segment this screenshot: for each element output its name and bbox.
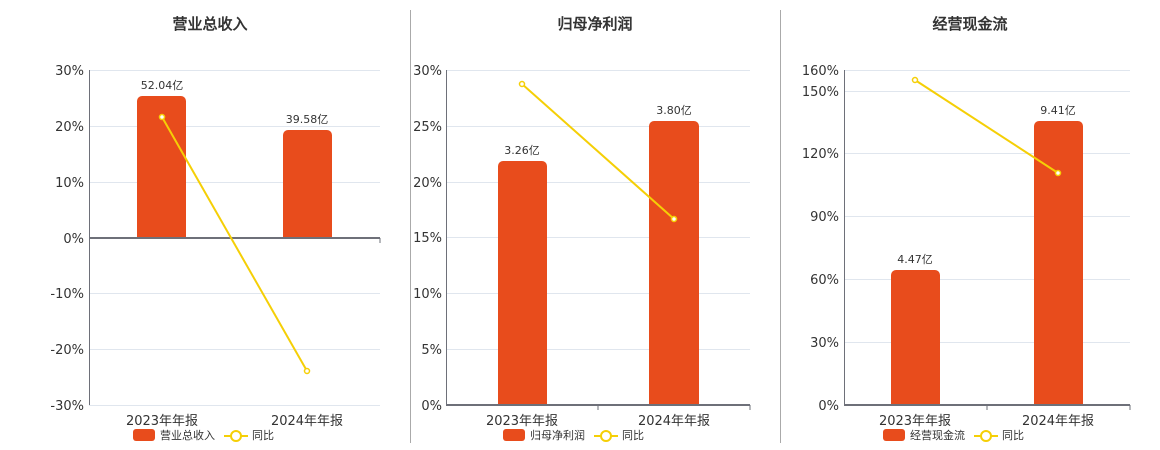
legend-line-label[interactable]: 同比 — [1002, 429, 1024, 442]
legend-line-icon[interactable] — [974, 429, 998, 442]
y-axis-ticks: 30% 25% 20% 15% 10% 5% 0% — [413, 64, 442, 414]
svg-text:90%: 90% — [810, 210, 839, 225]
svg-text:3.80亿: 3.80亿 — [656, 104, 692, 117]
legend-line-icon[interactable] — [224, 429, 248, 442]
svg-text:-20%: -20% — [50, 343, 84, 358]
svg-text:15%: 15% — [413, 231, 442, 246]
svg-text:0%: 0% — [421, 399, 442, 414]
svg-text:3.26亿: 3.26亿 — [504, 144, 540, 157]
legend: 归母净利润 同比 — [503, 427, 644, 443]
svg-text:30%: 30% — [55, 64, 84, 79]
svg-text:2024年年报: 2024年年报 — [638, 414, 710, 429]
bar — [137, 96, 186, 238]
y-axis-ticks: 30% 20% 10% 0% -10% -20% -30% — [50, 64, 84, 414]
svg-text:120%: 120% — [802, 147, 839, 162]
svg-text:2023年年报: 2023年年报 — [879, 414, 951, 429]
svg-text:10%: 10% — [413, 287, 442, 302]
svg-text:0%: 0% — [818, 399, 839, 414]
chart-title: 经营现金流 — [932, 15, 1008, 33]
chart-revenue: 营业总收入 — [0, 0, 400, 450]
legend-bar-swatch[interactable] — [883, 429, 905, 441]
bar — [891, 270, 940, 405]
divider — [410, 10, 411, 443]
legend: 经营现金流 同比 — [883, 427, 1024, 443]
chart-title: 归母净利润 — [557, 15, 633, 33]
y-axis-ticks: 160% 150% 120% 90% 60% 30% 0% — [802, 64, 839, 414]
svg-text:2024年年报: 2024年年报 — [1022, 414, 1094, 429]
legend-bar-label[interactable]: 归母净利润 — [530, 429, 585, 442]
svg-text:2024年年报: 2024年年报 — [271, 414, 343, 429]
legend-line-icon[interactable] — [594, 429, 618, 442]
legend-bar-label[interactable]: 经营现金流 — [910, 429, 965, 442]
chart-title: 营业总收入 — [172, 15, 248, 33]
bar — [1034, 121, 1083, 405]
bar — [283, 130, 332, 238]
svg-text:20%: 20% — [413, 176, 442, 191]
svg-text:4.47亿: 4.47亿 — [897, 253, 933, 266]
svg-text:9.41亿: 9.41亿 — [1040, 104, 1076, 117]
svg-text:160%: 160% — [802, 64, 839, 79]
divider — [780, 10, 781, 443]
chart1-plot: 30% 20% 10% 0% -10% -20% -30% 52.04亿 39.… — [50, 64, 381, 429]
svg-text:2023年年报: 2023年年报 — [126, 414, 198, 429]
legend-line-label[interactable]: 同比 — [622, 429, 644, 442]
svg-text:10%: 10% — [55, 176, 84, 191]
svg-text:60%: 60% — [810, 273, 839, 288]
svg-text:25%: 25% — [413, 120, 442, 135]
legend-bar-label[interactable]: 营业总收入 — [160, 429, 215, 442]
svg-text:5%: 5% — [421, 343, 442, 358]
legend: 营业总收入 同比 — [133, 427, 274, 443]
legend-bar-swatch[interactable] — [503, 429, 525, 441]
legend-bar-swatch[interactable] — [133, 429, 155, 441]
svg-text:30%: 30% — [810, 336, 839, 351]
svg-text:20%: 20% — [55, 120, 84, 135]
svg-text:0%: 0% — [63, 232, 84, 247]
svg-text:150%: 150% — [802, 85, 839, 100]
svg-text:2023年年报: 2023年年报 — [486, 414, 558, 429]
svg-text:30%: 30% — [413, 64, 442, 79]
bar — [649, 121, 699, 405]
svg-text:39.58亿: 39.58亿 — [286, 113, 329, 126]
svg-text:52.04亿: 52.04亿 — [141, 79, 184, 92]
chart2-plot: 30% 25% 20% 15% 10% 5% 0% 3.26亿 3.80亿 20… — [413, 64, 751, 429]
bar — [498, 161, 547, 405]
chart3-plot: 160% 150% 120% 90% 60% 30% 0% 4.47亿 9.41… — [802, 64, 1131, 429]
legend-line-label[interactable]: 同比 — [252, 429, 274, 442]
svg-text:-30%: -30% — [50, 399, 84, 414]
svg-text:-10%: -10% — [50, 287, 84, 302]
